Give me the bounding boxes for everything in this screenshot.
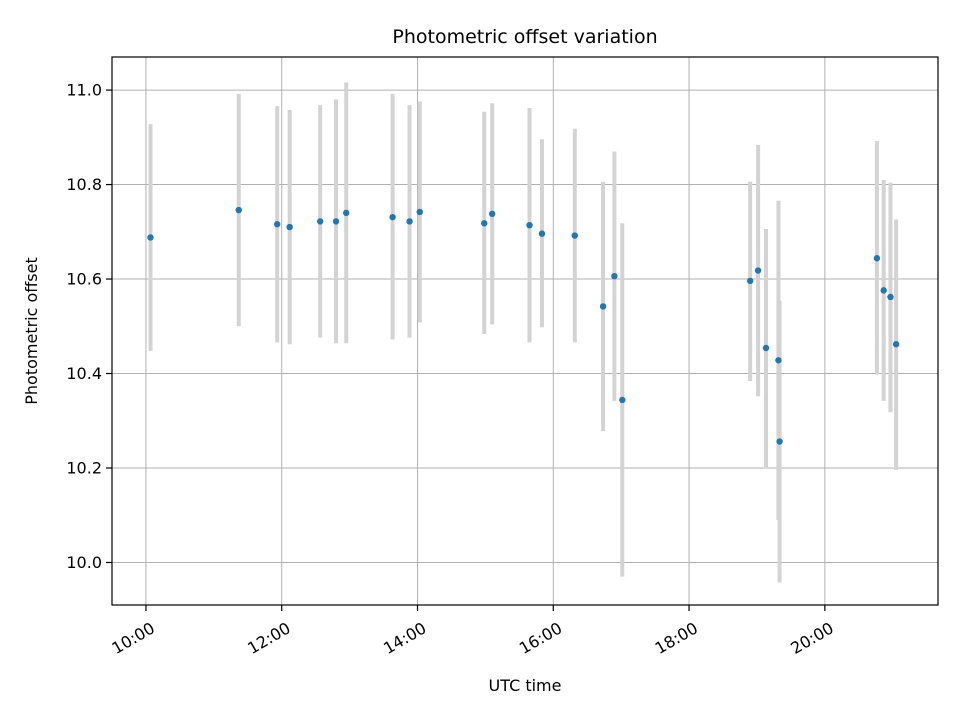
- y-tick-label: 10.8: [66, 175, 102, 194]
- data-point: [599, 303, 607, 310]
- data-point: [274, 221, 281, 228]
- data-point: [754, 267, 762, 274]
- grid: [112, 57, 938, 605]
- data-point: [406, 218, 413, 225]
- data-point: [619, 396, 626, 404]
- data-point: [873, 255, 881, 262]
- data-point: [538, 230, 546, 237]
- data-point: [887, 293, 894, 301]
- data-point: [746, 277, 754, 285]
- data-point: [488, 210, 496, 218]
- y-tick-label: 10.4: [66, 364, 102, 383]
- data-point: [147, 234, 154, 241]
- data-point: [892, 341, 900, 348]
- data-point: [526, 221, 533, 229]
- data-point: [571, 232, 578, 239]
- y-tick-label: 10.0: [66, 553, 102, 572]
- data-point: [235, 206, 242, 214]
- data-point: [776, 438, 783, 445]
- y-axis-ticks: 10.0 10.2 10.4 10.6 10.8 11.0: [66, 81, 112, 572]
- data-point: [286, 223, 293, 231]
- y-tick-label: 11.0: [66, 81, 102, 100]
- data-point: [762, 344, 770, 352]
- plot-frame: [111, 56, 939, 606]
- y-axis-title: Photometric offset: [22, 257, 41, 405]
- y-tick-label: 10.2: [66, 459, 102, 478]
- data-point: [775, 357, 782, 364]
- data-points: [147, 206, 900, 445]
- x-axis-title: UTC time: [489, 676, 562, 695]
- y-tick-label: 10.6: [66, 270, 102, 289]
- data-point: [611, 273, 618, 280]
- data-point: [343, 209, 350, 217]
- data-point: [332, 218, 340, 225]
- chart-title: Photometric offset variation: [392, 26, 657, 48]
- data-point: [316, 218, 324, 225]
- data-point: [481, 220, 488, 227]
- data-point: [416, 208, 423, 216]
- data-point: [880, 287, 887, 294]
- data-point: [389, 213, 396, 221]
